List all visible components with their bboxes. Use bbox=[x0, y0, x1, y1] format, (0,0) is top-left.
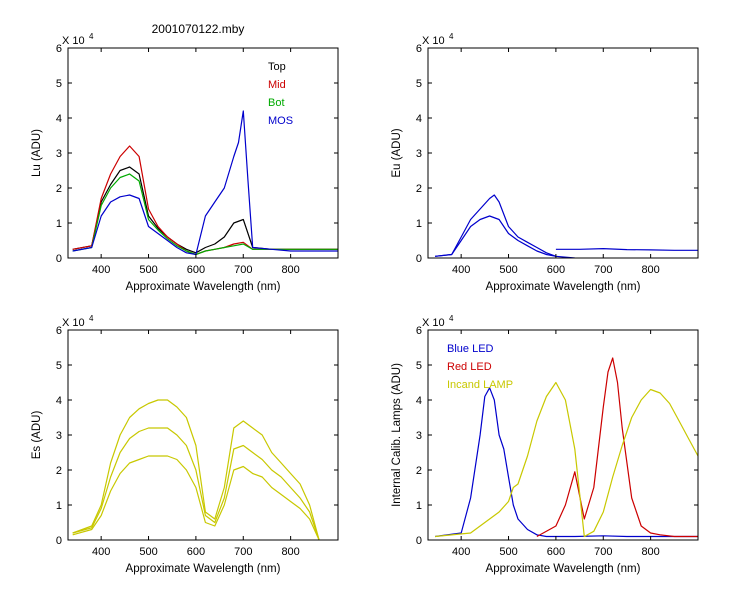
chart-eu: 400 500 600 700 800 0 1 2 3 4 5 6X 10 4 Approximate W… bbox=[391, 32, 699, 293]
series-line-es-mid bbox=[72, 427, 320, 540]
y-multiplier: X 10 bbox=[62, 35, 85, 47]
series-line-eu-red bbox=[555, 248, 698, 251]
axes-frame bbox=[67, 329, 339, 541]
y-tick-label: 2 bbox=[416, 465, 422, 477]
y-tick-label: 1 bbox=[56, 218, 62, 230]
x-axis-label: Approximate Wavelength (nm) bbox=[126, 563, 281, 575]
y-tick-label: 4 bbox=[416, 113, 422, 125]
y-tick-label: 3 bbox=[416, 148, 422, 160]
series-line-blue-led bbox=[435, 387, 698, 538]
x-tick-label: 800 bbox=[641, 264, 659, 276]
y-tick-label: 6 bbox=[56, 43, 62, 55]
y-tick-label: 3 bbox=[56, 430, 62, 442]
y-tick-label: 0 bbox=[56, 253, 62, 265]
legend-red-led: Red LED bbox=[447, 361, 492, 373]
y-tick-label: 0 bbox=[416, 253, 422, 265]
y-tick-label: 5 bbox=[56, 360, 62, 372]
y-tick-label: 0 bbox=[416, 535, 422, 547]
x-axis-label: Approximate Wavelength (nm) bbox=[486, 563, 641, 575]
series-line-top bbox=[72, 166, 338, 254]
legend-mos: MOS bbox=[268, 115, 293, 127]
y-tick-label: 5 bbox=[416, 78, 422, 90]
x-tick-label: 400 bbox=[92, 264, 110, 276]
y-multiplier: X 10 bbox=[422, 317, 445, 329]
y-tick-label: 5 bbox=[416, 360, 422, 372]
y-axis-label: Internal Calib. Lamps (ADU) bbox=[391, 363, 403, 507]
x-tick-label: 800 bbox=[281, 546, 299, 558]
x-tick-label: 700 bbox=[594, 264, 612, 276]
x-tick-label: 600 bbox=[547, 264, 565, 276]
series-line-red-led bbox=[536, 357, 698, 538]
y-tick-label: 6 bbox=[416, 43, 422, 55]
x-tick-label: 700 bbox=[234, 264, 252, 276]
y-multiplier-exponent: 4 bbox=[449, 314, 454, 323]
chart-lu: 400 500 600 700 800 0 1 2 3 4 5 6X 10 4 Approximate W… bbox=[31, 32, 339, 293]
y-tick-label: 1 bbox=[416, 218, 422, 230]
chart-es: 400 500 600 700 800 0 1 2 3 4 5 6X 10 4 Approximate W… bbox=[31, 314, 339, 575]
y-tick-label: 6 bbox=[416, 325, 422, 337]
y-tick-label: 3 bbox=[56, 148, 62, 160]
legend-blue-led: Blue LED bbox=[447, 343, 494, 355]
legend-bot: Bot bbox=[268, 97, 285, 109]
y-tick-label: 1 bbox=[416, 500, 422, 512]
legend-mid: Mid bbox=[268, 79, 286, 91]
y-axis-label: Eu (ADU) bbox=[391, 128, 403, 177]
y-multiplier-exponent: 4 bbox=[89, 32, 94, 41]
y-multiplier-exponent: 4 bbox=[89, 314, 94, 323]
x-tick-label: 600 bbox=[187, 264, 205, 276]
y-tick-label: 4 bbox=[56, 113, 62, 125]
legend-top: Top bbox=[268, 61, 286, 73]
x-tick-label: 500 bbox=[499, 264, 517, 276]
y-tick-label: 4 bbox=[416, 395, 422, 407]
x-tick-label: 400 bbox=[452, 546, 470, 558]
y-tick-label: 4 bbox=[56, 395, 62, 407]
figure-title: 2001070122.mby bbox=[152, 22, 245, 36]
y-axis-label: Es (ADU) bbox=[31, 411, 43, 460]
y-tick-label: 5 bbox=[56, 78, 62, 90]
x-axis-label: Approximate Wavelength (nm) bbox=[486, 281, 641, 293]
series-line-eu-low bbox=[435, 215, 557, 257]
y-tick-label: 6 bbox=[56, 325, 62, 337]
x-tick-label: 400 bbox=[92, 546, 110, 558]
x-tick-label: 600 bbox=[547, 546, 565, 558]
x-tick-label: 700 bbox=[234, 546, 252, 558]
x-tick-label: 600 bbox=[187, 546, 205, 558]
series-line-bot bbox=[72, 173, 338, 256]
y-multiplier: X 10 bbox=[62, 317, 85, 329]
chart-lamps: 400 500 600 700 800 0 1 2 3 4 5 6X 10 4 Approximate W… bbox=[391, 314, 699, 575]
x-tick-label: 500 bbox=[139, 546, 157, 558]
y-tick-label: 0 bbox=[56, 535, 62, 547]
x-tick-label: 500 bbox=[499, 546, 517, 558]
legend-incand-lamp: Incand LAMP bbox=[447, 379, 513, 391]
y-tick-label: 2 bbox=[56, 465, 62, 477]
x-tick-label: 700 bbox=[594, 546, 612, 558]
series-line-es-peak bbox=[72, 399, 320, 540]
y-tick-label: 3 bbox=[416, 430, 422, 442]
y-multiplier-exponent: 4 bbox=[449, 32, 454, 41]
x-tick-label: 400 bbox=[452, 264, 470, 276]
x-tick-label: 500 bbox=[139, 264, 157, 276]
axes-frame bbox=[427, 47, 699, 259]
series-line-es-low bbox=[72, 455, 320, 540]
x-tick-label: 800 bbox=[641, 546, 659, 558]
series-line-eu-high bbox=[435, 194, 575, 258]
y-tick-label: 2 bbox=[416, 183, 422, 195]
y-tick-label: 2 bbox=[56, 183, 62, 195]
series-line-mid bbox=[72, 145, 338, 256]
x-axis-label: Approximate Wavelength (nm) bbox=[126, 281, 281, 293]
x-tick-label: 800 bbox=[281, 264, 299, 276]
y-tick-label: 1 bbox=[56, 500, 62, 512]
series-line-incand-lamp bbox=[435, 381, 698, 538]
y-multiplier: X 10 bbox=[422, 35, 445, 47]
y-axis-label: Lu (ADU) bbox=[31, 129, 43, 177]
